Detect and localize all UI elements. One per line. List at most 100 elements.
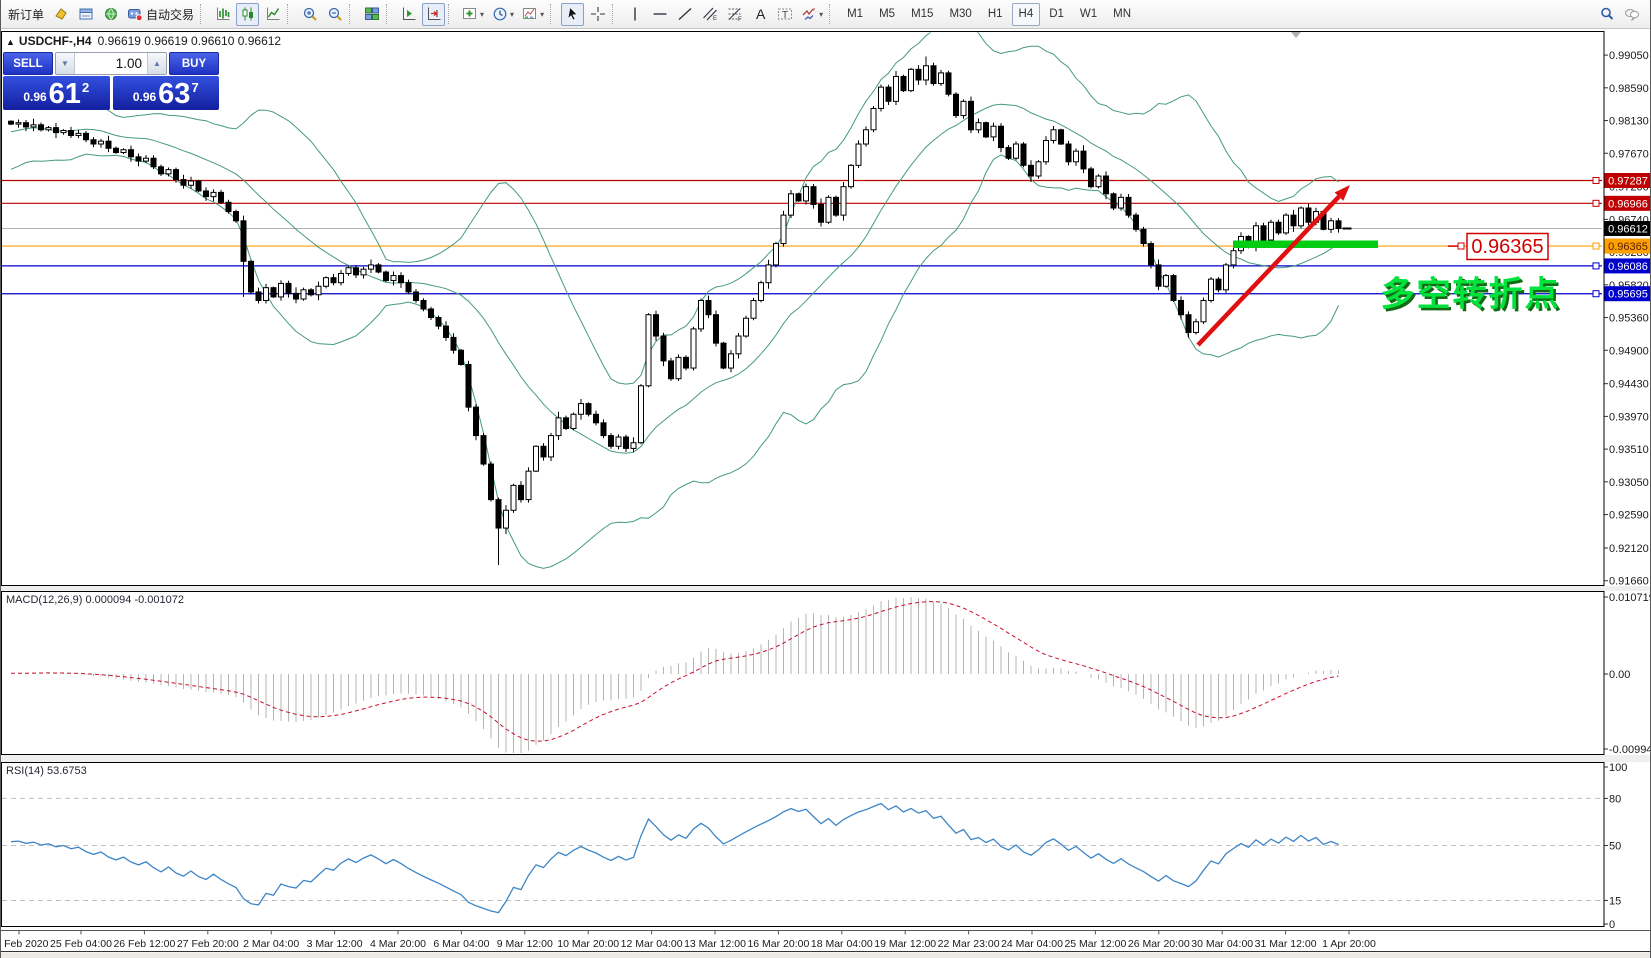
candle xyxy=(278,282,284,298)
line-anchor-handle[interactable] xyxy=(1592,176,1600,184)
price-tick-label: 0.93050 xyxy=(1609,477,1649,489)
line-anchor-handle[interactable] xyxy=(1592,290,1600,298)
market-watch-button[interactable] xyxy=(49,3,72,26)
time-tick-label: 19 Mar 12:00 xyxy=(874,938,936,950)
tf-w1[interactable]: W1 xyxy=(1079,8,1098,20)
candle xyxy=(555,417,562,437)
vertical-line-button[interactable] xyxy=(623,3,646,26)
volume-decrease-button[interactable]: ▼ xyxy=(56,53,75,74)
cn-note-text[interactable]: 多空转折点 xyxy=(1381,276,1561,314)
bar-chart-icon xyxy=(216,7,230,20)
periods-button[interactable]: ▾ xyxy=(489,3,517,26)
indicators-button[interactable]: ▾ xyxy=(459,3,487,26)
line-anchor-handle[interactable] xyxy=(1592,199,1600,207)
pane-splitter[interactable] xyxy=(1,586,1651,591)
new-order-button[interactable]: 新订单 xyxy=(8,7,45,22)
macd-signal-line xyxy=(11,601,1339,742)
pane-splitter[interactable] xyxy=(1,755,1651,762)
candle xyxy=(953,93,959,117)
text-label-icon: T xyxy=(777,8,792,21)
tf-h1[interactable]: H1 xyxy=(987,8,1003,20)
channel-icon: E xyxy=(702,7,717,22)
time-tick-label: 25 Feb 04:00 xyxy=(50,938,112,950)
tf-m1[interactable]: M1 xyxy=(847,8,864,20)
candle xyxy=(1200,299,1207,323)
candle xyxy=(908,68,914,92)
candle xyxy=(1118,196,1124,209)
zoom-out-button[interactable] xyxy=(323,3,346,26)
chat-button[interactable] xyxy=(1620,3,1643,26)
tf-mn[interactable]: MN xyxy=(1113,8,1132,20)
volume-input[interactable]: 1.00 xyxy=(115,56,142,71)
candlestick-button[interactable] xyxy=(236,2,260,26)
candle xyxy=(450,336,457,351)
buy-button[interactable]: BUY xyxy=(169,52,219,75)
crosshair-button[interactable] xyxy=(586,3,609,26)
tf-d1[interactable]: D1 xyxy=(1049,8,1064,20)
fibonacci-button[interactable]: F xyxy=(723,3,746,26)
news-button[interactable] xyxy=(99,3,122,26)
horizontal-line-button[interactable] xyxy=(648,3,671,26)
volume-increase-button[interactable]: ▲ xyxy=(147,53,166,74)
buy-price-display[interactable]: 0.96 63 7 xyxy=(112,76,219,110)
candle xyxy=(623,436,629,449)
shift-chart-button[interactable] xyxy=(422,2,446,26)
tile-windows-button[interactable] xyxy=(360,3,383,26)
candle xyxy=(893,75,899,102)
collapse-panel-icon[interactable]: ▲ xyxy=(6,37,15,47)
candle xyxy=(233,211,239,222)
support-zone-bar[interactable] xyxy=(1233,240,1378,249)
time-tick-label: 6 Mar 04:00 xyxy=(433,938,489,950)
candle xyxy=(938,72,944,85)
trendline-button[interactable] xyxy=(673,3,696,26)
candle xyxy=(728,353,734,369)
tf-m30[interactable]: M30 xyxy=(949,8,972,20)
zoom-in-button[interactable] xyxy=(298,3,321,26)
tf-m5[interactable]: M5 xyxy=(879,8,896,20)
bar-chart-button[interactable] xyxy=(211,3,234,26)
candle xyxy=(638,385,644,444)
candle xyxy=(743,317,749,337)
candle xyxy=(570,413,577,429)
candle xyxy=(870,107,877,131)
trend-arrow[interactable] xyxy=(1196,195,1341,347)
candle xyxy=(818,203,824,223)
rsi-pane[interactable] xyxy=(2,797,1604,914)
cursor-button[interactable] xyxy=(561,2,585,26)
chart-ohlc: 0.96619 0.96619 0.96610 0.96612 xyxy=(97,34,282,48)
templates-button[interactable]: ▾ xyxy=(519,3,547,26)
channel-button[interactable]: E xyxy=(698,3,721,26)
macd-pane[interactable] xyxy=(10,597,1339,753)
tf-h4[interactable]: H4 xyxy=(1011,2,1041,26)
price-tag xyxy=(1604,286,1650,302)
arrows-button[interactable]: ▾ xyxy=(798,3,826,26)
time-tick-label: 27 Feb 20:00 xyxy=(177,938,239,950)
candle xyxy=(173,169,179,181)
sell-price-display[interactable]: 0.96 61 2 xyxy=(3,76,110,110)
candle xyxy=(53,127,59,134)
candle xyxy=(203,190,209,198)
price-callout-box[interactable] xyxy=(1466,232,1549,261)
price-axis[interactable]: 0.990500.985900.981300.976700.972000.967… xyxy=(1604,50,1651,588)
candle xyxy=(255,291,262,301)
search-button[interactable] xyxy=(1595,3,1618,26)
candle xyxy=(923,65,929,81)
periods-icon xyxy=(493,7,507,21)
text-label-button[interactable]: T xyxy=(773,3,796,26)
tf-m15[interactable]: M15 xyxy=(911,8,934,20)
shift-position-marker[interactable] xyxy=(1291,32,1301,38)
sell-button[interactable]: SELL xyxy=(3,52,53,75)
autotrading-button[interactable]: 自动交易 xyxy=(124,3,197,26)
line-anchor-handle[interactable] xyxy=(1592,242,1600,250)
time-tick-label: 13 Mar 12:00 xyxy=(684,938,746,950)
text-button[interactable]: A xyxy=(748,3,771,26)
data-window-button[interactable] xyxy=(74,3,97,26)
autoscroll-button[interactable] xyxy=(397,3,420,26)
line-chart-button[interactable] xyxy=(261,3,284,26)
time-tick-label: 30 Mar 04:00 xyxy=(1191,938,1253,950)
line-anchor-handle[interactable] xyxy=(1592,262,1600,270)
